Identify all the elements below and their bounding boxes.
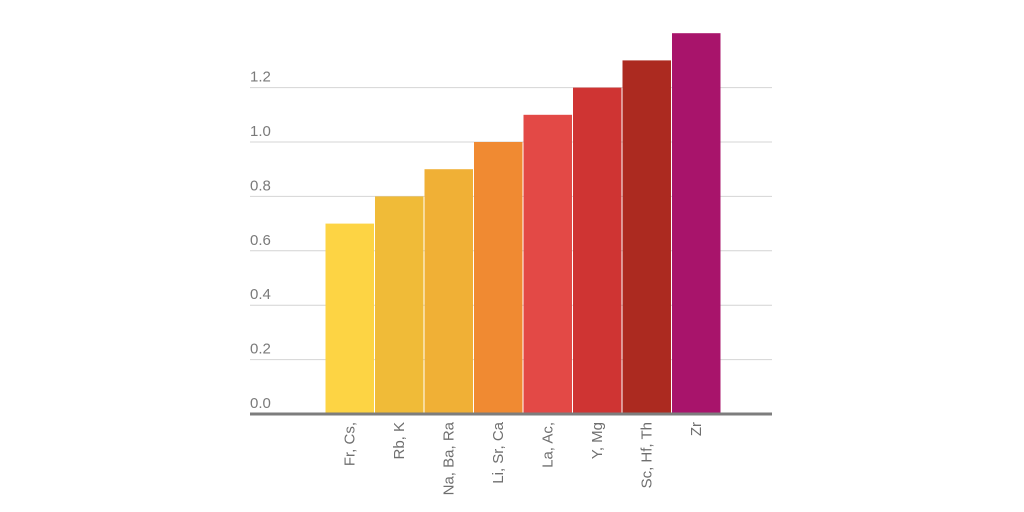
bar-4: [474, 142, 523, 414]
x-tick-label: Li, Sr, Ca: [490, 421, 507, 483]
x-tick-label: Sc, Hf, Th: [638, 422, 655, 488]
x-tick-label: Zr: [688, 422, 705, 436]
y-tick-label: 0.6: [250, 232, 271, 249]
bar-7: [622, 60, 671, 415]
bar-2: [375, 196, 424, 414]
x-tick-label: Y, Mg: [589, 422, 606, 459]
bar-3: [424, 169, 473, 414]
y-tick-label: 0.2: [250, 341, 271, 358]
bar-6: [573, 87, 622, 414]
bars: [325, 33, 721, 415]
bar-5: [523, 114, 572, 415]
x-tick-label: Fr, Cs,: [341, 422, 358, 466]
x-tick-label: La, Ac,: [539, 422, 556, 468]
x-tick-label: Rb, K: [391, 422, 408, 460]
y-tick-label: 0.8: [250, 177, 271, 194]
bar-1: [325, 223, 374, 414]
y-tick-label: 0.0: [250, 395, 271, 412]
x-tick-label: Na, Ba, Ra: [440, 421, 457, 495]
bar-8: [672, 33, 721, 414]
y-tick-label: 1.0: [250, 123, 271, 140]
y-tick-label: 0.4: [250, 286, 271, 303]
x-axis-labels: Fr, Cs, Rb, K Na, Ba, Ra Li, Sr, Ca La, Ac, Y…: [341, 421, 705, 495]
y-tick-label: 1.2: [250, 69, 271, 86]
y-axis-ticks: 0.0 0.2 0.4 0.6 0.8 1.0 1.2: [250, 69, 271, 412]
